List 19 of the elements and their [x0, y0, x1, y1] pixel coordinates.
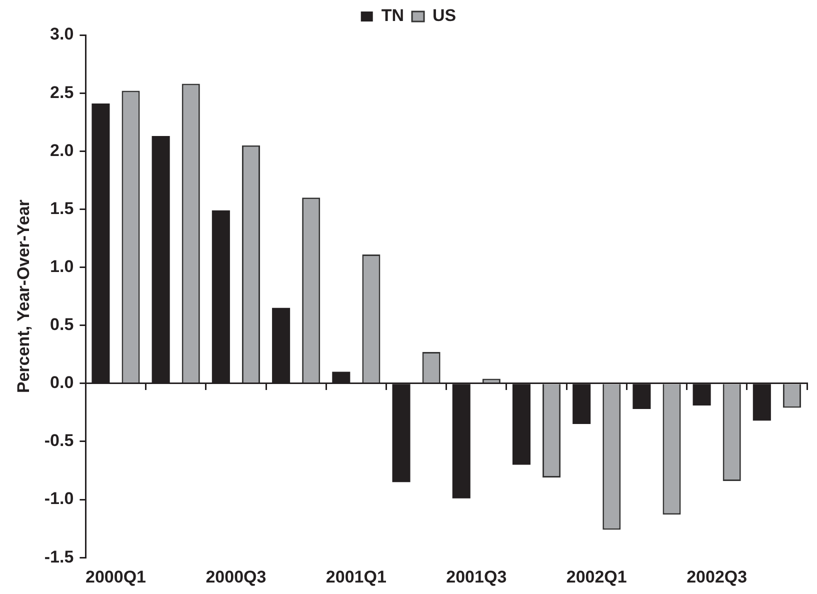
y-tick-label: 1.5	[50, 198, 74, 218]
y-tick-label: 2.0	[50, 140, 74, 160]
x-tick-label: 2002Q3	[686, 567, 748, 586]
x-tick-label: 2000Q3	[206, 567, 266, 586]
y-tick-label: 1.0	[50, 256, 74, 276]
legend-label: TN	[381, 6, 404, 26]
y-tick-label: 3.0	[50, 24, 74, 44]
x-tick-label: 2001Q3	[446, 567, 507, 586]
x-tick-label: 2000Q1	[86, 567, 146, 586]
y-tick-label: 0.0	[50, 373, 74, 392]
y-tick-label: 0.5	[50, 315, 74, 334]
x-tick-label: 2001Q1	[326, 567, 386, 586]
y-tick-label: 2.5	[50, 82, 74, 102]
y-tick-label: -1.0	[44, 489, 74, 508]
y-tick-label: -0.5	[44, 431, 74, 450]
y-tick-label: -1.5	[44, 547, 74, 566]
y-axis-title: Percent, Year-Over-Year	[14, 199, 33, 394]
legend-label: US	[432, 6, 456, 26]
x-tick-label: 2002Q1	[566, 567, 627, 586]
